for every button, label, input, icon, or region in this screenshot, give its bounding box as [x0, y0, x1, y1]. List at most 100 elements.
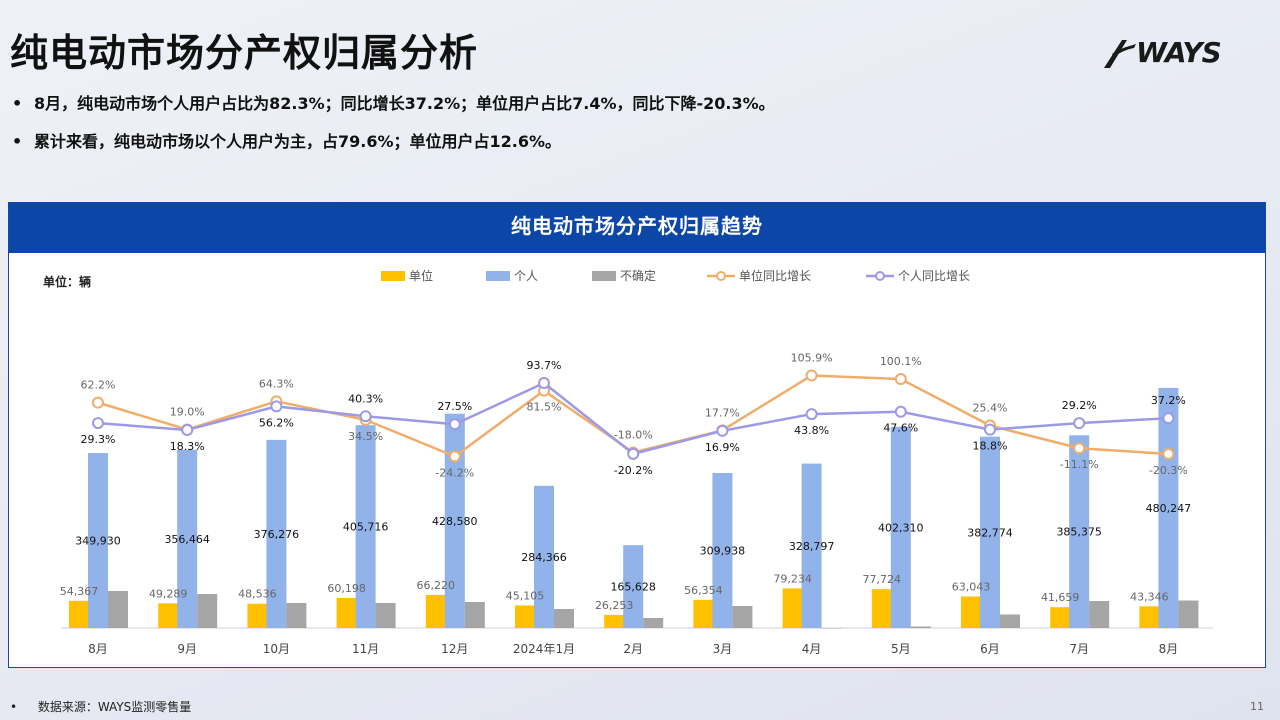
- data-label-personal: 376,276: [254, 528, 300, 541]
- data-label-unit-yoy: -24.2%: [435, 466, 474, 479]
- page-title: 纯电动市场分产权归属分析: [10, 31, 479, 75]
- data-label-unit: 48,536: [238, 588, 277, 601]
- bar-personal: [890, 426, 911, 628]
- legend-item-personal-yoy: 个人同比增长: [866, 267, 970, 284]
- data-label-personal: 480,247: [1146, 502, 1192, 515]
- data-label-unit: 60,198: [327, 582, 366, 595]
- marker-unit_yoy: [92, 396, 104, 409]
- bar-uncertain: [197, 594, 218, 628]
- bar-uncertain: [910, 626, 931, 628]
- data-label-unit-yoy: 62.2%: [81, 379, 116, 392]
- legend-swatch-uncertain: [592, 270, 616, 281]
- summary-bullet: • 8月，纯电动市场个人用户占比为82.3%；同比增长37.2%；单位用户占比7…: [12, 92, 775, 116]
- marker-personal_yoy: [448, 418, 461, 431]
- legend-label-personal-yoy: 个人同比增长: [898, 269, 971, 283]
- data-label-unit-yoy: 17.7%: [705, 406, 740, 419]
- data-label-personal: 328,797: [789, 540, 835, 553]
- data-label-personal-yoy: 29.3%: [81, 433, 116, 446]
- bar-unit: [782, 588, 803, 628]
- bar-personal: [534, 485, 554, 628]
- chart-panel: 纯电动市场分产权归属趋势 单位：辆 单位 个人 不确定 单位同比增长: [8, 202, 1266, 668]
- bar-unit: [69, 600, 89, 628]
- x-tick-label: 10月: [263, 642, 290, 656]
- data-label-unit: 56,354: [684, 584, 723, 597]
- data-label-personal: 405,716: [343, 521, 389, 534]
- bar-uncertain: [821, 628, 842, 629]
- bar-personal: [444, 413, 465, 628]
- data-label-personal-yoy: -20.2%: [614, 464, 653, 477]
- legend-label-unit-yoy: 单位同比增长: [739, 269, 812, 283]
- data-label-personal-yoy: 27.5%: [437, 400, 472, 413]
- data-label-unit: 63,043: [952, 580, 991, 593]
- bar-unit: [515, 605, 535, 628]
- data-label-unit: 43,346: [1130, 590, 1169, 603]
- data-label-unit-yoy: 100.1%: [880, 355, 922, 368]
- bar-uncertain: [732, 606, 753, 628]
- x-tick-label: 6月: [980, 642, 1000, 656]
- data-label-unit-yoy: 64.3%: [259, 377, 294, 390]
- data-label-unit: 54,367: [60, 585, 99, 598]
- bar-uncertain: [108, 591, 128, 628]
- x-tick-label: 2024年1月: [513, 642, 575, 656]
- data-label-personal: 284,366: [521, 551, 567, 564]
- bar-personal: [88, 453, 108, 628]
- marker-personal_yoy: [984, 423, 996, 436]
- legend-item-unit: 单位: [381, 267, 433, 284]
- data-label-unit: 77,724: [863, 573, 902, 586]
- x-tick-label: 5月: [891, 642, 911, 656]
- legend-item-personal: 个人: [486, 267, 538, 284]
- bar-uncertain: [464, 602, 485, 628]
- data-label-personal-yoy: 47.6%: [883, 422, 918, 435]
- x-tick-label: 7月: [1069, 642, 1089, 656]
- legend-label-unit: 单位: [409, 269, 434, 283]
- bar-uncertain: [1089, 601, 1110, 628]
- data-label-personal-yoy: 37.2%: [1151, 394, 1186, 407]
- data-label-unit-yoy: -20.3%: [1149, 464, 1188, 477]
- bar-unit: [1139, 606, 1160, 628]
- marker-personal_yoy: [359, 410, 372, 423]
- chart-title: 纯电动市场分产权归属趋势: [9, 203, 1265, 253]
- bar-uncertain: [1178, 600, 1199, 628]
- bar-uncertain: [1000, 614, 1020, 628]
- x-tick-label: 8月: [1159, 642, 1179, 656]
- x-tick-label: 8月: [88, 642, 108, 656]
- marker-unit_yoy: [1073, 442, 1086, 455]
- data-label-personal: 349,930: [75, 535, 121, 548]
- data-label-unit: 66,220: [417, 579, 456, 592]
- bar-uncertain: [286, 603, 307, 628]
- x-tick-label: 12月: [441, 642, 468, 656]
- legend-item-uncertain: 不确定: [592, 267, 656, 284]
- data-label-personal: 165,628: [610, 581, 656, 594]
- marker-unit_yoy: [894, 373, 907, 386]
- bar-uncertain: [375, 603, 396, 628]
- data-label-unit-yoy: 19.0%: [170, 406, 205, 419]
- chart-legend: 单位 个人 不确定 单位同比增长 个人同比增长: [9, 267, 1265, 287]
- data-label-personal-yoy: 18.8%: [973, 440, 1008, 453]
- marker-personal_yoy: [538, 377, 550, 390]
- data-label-personal: 309,938: [700, 545, 746, 558]
- bar-unit: [247, 603, 268, 628]
- bar-unit: [1050, 607, 1071, 628]
- bar-personal: [266, 439, 287, 628]
- marker-personal_yoy: [716, 424, 729, 437]
- bullet-text: 8月，纯电动市场个人用户占比为82.3%；同比增长37.2%；单位用户占比7.4…: [34, 94, 775, 113]
- ways-logo: WAYS: [1100, 34, 1222, 74]
- bar-uncertain: [554, 609, 574, 628]
- data-label-unit-yoy: 25.4%: [973, 402, 1008, 415]
- marker-personal_yoy: [92, 417, 104, 430]
- legend-swatch-personal: [486, 270, 510, 281]
- data-label-unit: 79,234: [773, 572, 812, 585]
- x-tick-label: 2月: [623, 642, 643, 656]
- legend-swatch-unit: [381, 270, 405, 281]
- bar-unit: [693, 599, 714, 628]
- bullet-dot: •: [12, 132, 23, 151]
- data-label-unit-yoy: 81.5%: [527, 401, 562, 414]
- data-label-unit-yoy: -18.0%: [614, 429, 653, 442]
- bar-personal: [712, 473, 733, 628]
- x-tick-label: 4月: [802, 642, 822, 656]
- bar-unit: [425, 594, 446, 628]
- bullet-dot: •: [12, 94, 23, 113]
- bar-uncertain: [643, 618, 664, 628]
- bar-unit: [336, 597, 357, 628]
- bar-personal: [355, 425, 376, 628]
